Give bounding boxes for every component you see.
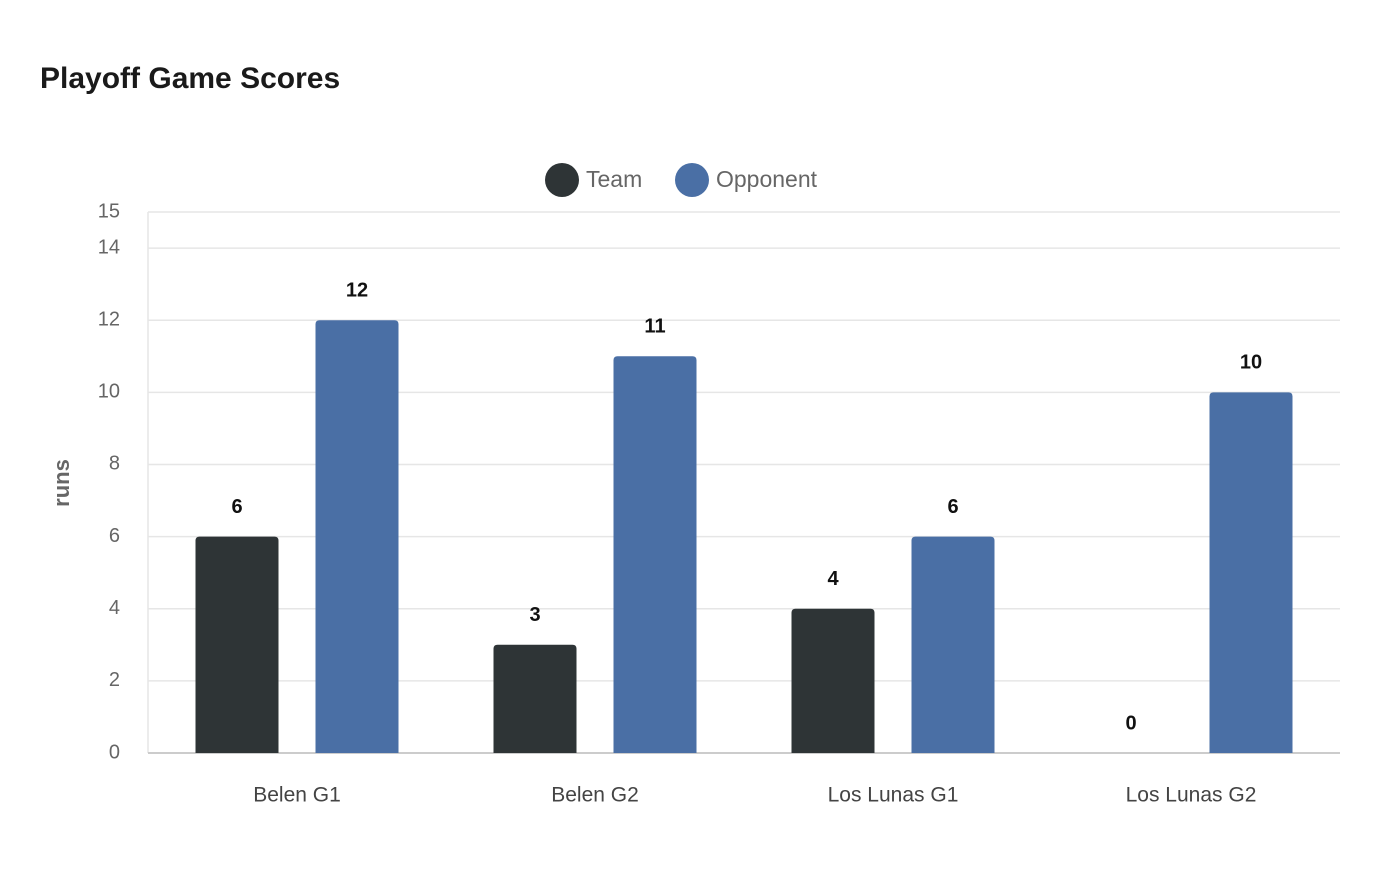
y-tick-label: 4: [109, 597, 120, 619]
y-tick-label: 2: [109, 669, 120, 691]
chart-title: Playoff Game Scores: [40, 62, 340, 95]
data-label: 4: [827, 568, 839, 590]
data-label: 3: [529, 604, 540, 626]
bar: [791, 608, 875, 753]
bar: [1209, 392, 1293, 753]
bar: [195, 536, 279, 753]
y-tick-label: 14: [98, 236, 120, 258]
y-tick-label: 10: [98, 381, 120, 403]
y-tick-label: 6: [109, 525, 120, 547]
legend-label: Team: [586, 166, 642, 192]
bar: [613, 356, 697, 753]
data-label: 12: [346, 279, 368, 301]
y-tick-label: 8: [109, 453, 120, 475]
y-axis-label: runs: [49, 459, 74, 507]
y-tick-label: 0: [109, 741, 120, 763]
legend-label: Opponent: [716, 166, 818, 192]
data-label: 6: [947, 496, 958, 518]
legend-marker: [545, 163, 579, 197]
data-label: 10: [1240, 352, 1262, 374]
bar: [315, 320, 399, 753]
y-tick-label: 12: [98, 308, 120, 330]
data-label: 11: [644, 316, 665, 338]
bar: [911, 536, 995, 753]
x-tick-label: Los Lunas G1: [828, 784, 959, 807]
y-tick-label: 15: [98, 200, 120, 222]
data-label: 6: [231, 496, 242, 518]
x-tick-label: Belen G2: [551, 784, 639, 807]
x-tick-label: Belen G1: [253, 784, 341, 807]
x-tick-label: Los Lunas G2: [1126, 784, 1257, 807]
data-label: 0: [1125, 712, 1136, 734]
legend-marker: [675, 163, 709, 197]
bar: [493, 644, 577, 753]
